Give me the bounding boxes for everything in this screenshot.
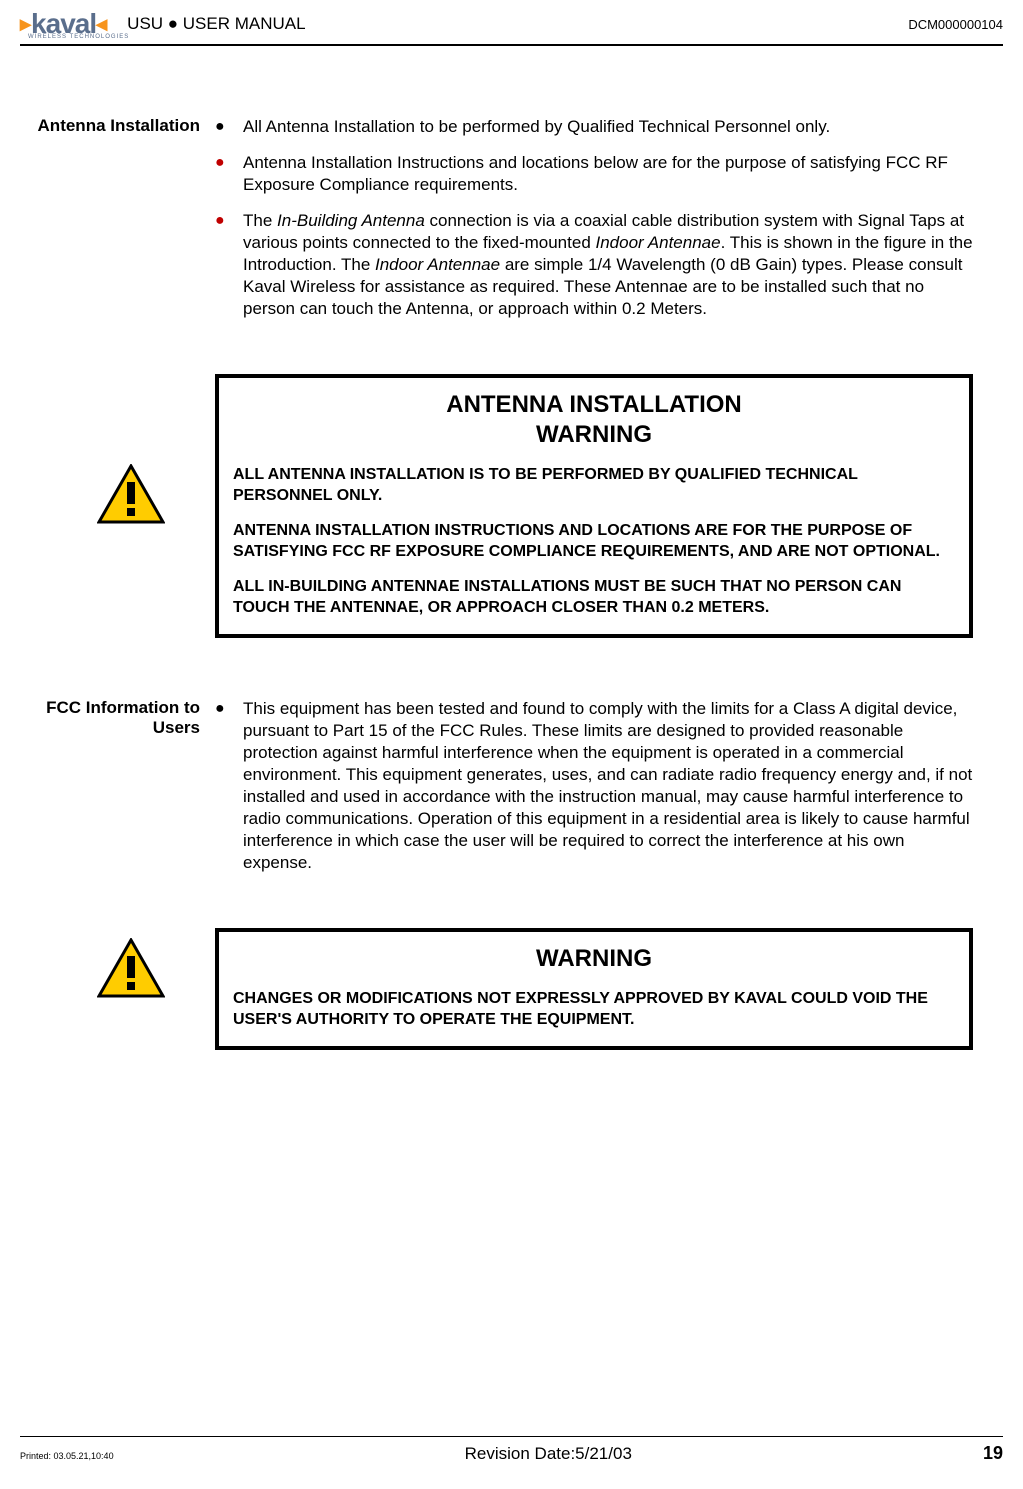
footer-page-number: 19 — [983, 1443, 1003, 1464]
warning-triangle-icon — [97, 464, 165, 524]
warning-title: WARNING — [233, 944, 955, 974]
warning-title-line2: WARNING — [536, 421, 652, 448]
section-label: FCC Information to Users — [20, 698, 215, 888]
bullet-text: This equipment has been tested and found… — [243, 698, 973, 874]
logo-subtitle: WIRELESS TECHNOLOGIES — [28, 34, 129, 40]
warning-row-fcc: WARNING CHANGES OR MODIFICATIONS NOT EXP… — [20, 928, 1003, 1050]
section-fcc-information: FCC Information to Users ● This equipmen… — [20, 698, 1003, 888]
warning-row-antenna: ANTENNA INSTALLATION WARNING ALL ANTENNA… — [20, 374, 1003, 638]
warning-title-line1: ANTENNA INSTALLATION — [446, 391, 742, 418]
bullet-text: The In-Building Antenna connection is vi… — [243, 210, 973, 320]
bullet-text: All Antenna Installation to be performed… — [243, 116, 830, 138]
warning-paragraph: ALL ANTENNA INSTALLATION IS TO BE PERFOR… — [233, 464, 955, 506]
warning-paragraph: ANTENNA INSTALLATION INSTRUCTIONS AND LO… — [233, 520, 955, 562]
bullet-icon: ● — [215, 152, 243, 196]
warning-paragraph: CHANGES OR MODIFICATIONS NOT EXPRESSLY A… — [233, 988, 955, 1030]
bullet-item: ● All Antenna Installation to be perform… — [215, 116, 973, 138]
warning-title: ANTENNA INSTALLATION WARNING — [233, 390, 955, 450]
bullet-text: Antenna Installation Instructions and lo… — [243, 152, 973, 196]
bullet-item: ● The In-Building Antenna connection is … — [215, 210, 973, 320]
section-label: Antenna Installation — [20, 116, 215, 334]
page-footer: Printed: 03.05.21,10:40 Revision Date:5/… — [20, 1436, 1003, 1464]
warning-icon-column — [20, 374, 215, 524]
document-id: DCM000000104 — [908, 17, 1003, 32]
bullet-icon: ● — [215, 698, 243, 874]
bullet-icon: ● — [215, 210, 243, 320]
warning-icon-column — [20, 928, 215, 998]
warning-box-fcc: WARNING CHANGES OR MODIFICATIONS NOT EXP… — [215, 928, 973, 1050]
warning-box-antenna: ANTENNA INSTALLATION WARNING ALL ANTENNA… — [215, 374, 973, 638]
header-title: USU ● USER MANUAL — [127, 14, 908, 34]
bullet-icon: ● — [215, 116, 243, 138]
warning-triangle-icon — [97, 938, 165, 998]
page: ▸ kaval ◂ WIRELESS TECHNOLOGIES USU ● US… — [0, 0, 1023, 1489]
warning-paragraph: ALL IN-BUILDING ANTENNAE INSTALLATIONS M… — [233, 576, 955, 618]
logo: ▸ kaval ◂ WIRELESS TECHNOLOGIES — [20, 8, 107, 40]
footer-printed: Printed: 03.05.21,10:40 — [20, 1451, 114, 1461]
section-body: ● All Antenna Installation to be perform… — [215, 116, 1003, 334]
page-header: ▸ kaval ◂ WIRELESS TECHNOLOGIES USU ● US… — [20, 0, 1003, 46]
section-antenna-installation: Antenna Installation ● All Antenna Insta… — [20, 116, 1003, 334]
footer-revision: Revision Date:5/21/03 — [465, 1444, 632, 1464]
bullet-item: ● This equipment has been tested and fou… — [215, 698, 973, 874]
content: Antenna Installation ● All Antenna Insta… — [20, 46, 1003, 1050]
section-body: ● This equipment has been tested and fou… — [215, 698, 1003, 888]
bullet-item: ● Antenna Installation Instructions and … — [215, 152, 973, 196]
